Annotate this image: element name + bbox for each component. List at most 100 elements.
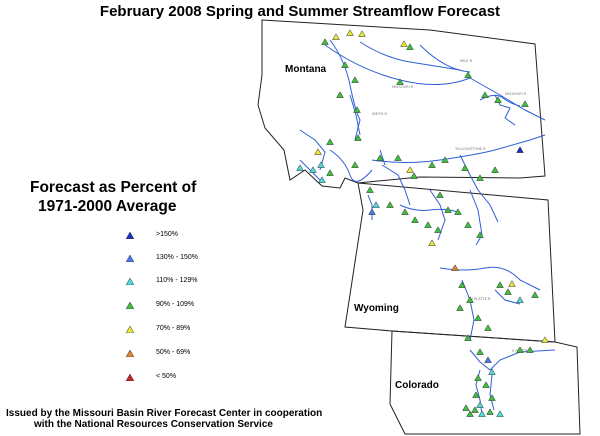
forecast-point-marker [464, 221, 472, 228]
legend-title-line2: 1971-2000 Average [38, 198, 177, 215]
forecast-point-marker [496, 281, 504, 288]
forecast-point-marker [336, 91, 344, 98]
forecast-point-marker [434, 226, 442, 233]
forecast-point-marker [458, 281, 466, 288]
forecast-point-marker [428, 161, 436, 168]
forecast-point-marker [451, 264, 459, 271]
forecast-point-marker [368, 208, 376, 215]
forecast-point-marker [351, 76, 359, 83]
forecast-point-marker [406, 166, 414, 173]
forecast-point-marker [394, 154, 402, 161]
forecast-point-marker [486, 408, 494, 415]
forecast-point-marker [410, 172, 418, 179]
footer-note: Issued by the Missouri Basin River Forec… [6, 408, 322, 430]
triangle-icon [126, 278, 134, 285]
forecast-point-marker [444, 206, 452, 213]
legend-item-70-89: 70% - 89% [126, 325, 246, 337]
triangle-icon [126, 255, 134, 262]
state-label-wyoming: Wyoming [354, 303, 399, 314]
triangle-icon [126, 350, 134, 357]
map-title: February 2008 Spring and Summer Streamfl… [99, 3, 501, 20]
montana-boundary [257, 19, 546, 189]
legend-item-110-129: 110% - 129% [126, 277, 246, 289]
forecast-point-marker [354, 134, 362, 141]
forecast-point-marker [346, 29, 354, 36]
colorado-boundary [389, 330, 581, 435]
svg-text:SMITH R: SMITH R [372, 112, 387, 116]
forecast-markers [296, 29, 549, 417]
forecast-point-marker [332, 33, 340, 40]
forecast-point-marker [396, 78, 404, 85]
forecast-point-marker [516, 346, 524, 353]
forecast-point-marker [314, 148, 322, 155]
legend-label: 130% - 150% [156, 254, 199, 261]
forecast-point-marker [521, 100, 529, 107]
forecast-point-marker [461, 164, 469, 171]
forecast-point-marker [488, 368, 496, 375]
state-label-colorado: Colorado [395, 380, 439, 391]
forecast-point-marker [476, 348, 484, 355]
forecast-point-marker [366, 186, 374, 193]
forecast-point-marker [508, 280, 516, 287]
forecast-point-marker [531, 291, 539, 298]
legend-title: Forecast as Percent of 1971-2000 Average [30, 178, 196, 216]
forecast-point-marker [376, 154, 384, 161]
forecast-point-marker [472, 391, 480, 398]
forecast-point-marker [484, 324, 492, 331]
legend-label: 70% - 89% [156, 325, 191, 332]
forecast-point-marker [464, 71, 472, 78]
triangle-icon [126, 232, 134, 239]
forecast-point-marker [456, 304, 464, 311]
forecast-point-marker [494, 96, 502, 103]
forecast-point-marker [478, 410, 486, 417]
svg-text:YELLOWSTONE R: YELLOWSTONE R [455, 147, 486, 151]
legend-label: < 50% [156, 373, 177, 380]
forecast-point-marker [341, 61, 349, 68]
forecast-point-marker [309, 166, 317, 173]
state-label-montana: Montana [285, 64, 327, 75]
triangle-icon [126, 374, 134, 381]
svg-text:N PLATTE R: N PLATTE R [470, 297, 491, 301]
forecast-point-marker [484, 356, 492, 363]
forecast-point-marker [386, 201, 394, 208]
forecast-point-marker [464, 334, 472, 341]
forecast-point-marker [462, 404, 470, 411]
triangle-icon [126, 326, 134, 333]
legend-item-130-150: 130% - 150% [126, 254, 246, 266]
forecast-point-marker [441, 156, 449, 163]
legend-item-gt150: >150% [126, 231, 246, 243]
forecast-point-marker [353, 106, 361, 113]
footer-line1: Issued by the Missouri Basin River Forec… [6, 408, 323, 419]
forecast-point-marker [400, 40, 408, 47]
forecast-point-marker [504, 288, 512, 295]
forecast-point-marker [481, 91, 489, 98]
forecast-point-marker [491, 166, 499, 173]
forecast-point-marker [351, 161, 359, 168]
forecast-point-marker [471, 406, 479, 413]
legend-item-90-109: 90% - 109% [126, 301, 246, 313]
forecast-point-marker [436, 191, 444, 198]
forecast-point-marker [541, 336, 549, 343]
legend-label: 50% - 69% [156, 349, 191, 356]
forecast-point-marker [321, 38, 329, 45]
forecast-point-marker [496, 410, 504, 417]
wyoming-boundary [344, 182, 556, 343]
forecast-point-marker [516, 146, 524, 153]
forecast-point-marker [296, 164, 304, 171]
footer-line2: with the National Resources Conservation… [34, 419, 273, 430]
legend-label: 90% - 109% [156, 301, 195, 308]
forecast-point-marker [318, 176, 326, 183]
forecast-point-marker [526, 346, 534, 353]
svg-text:MISSOURI R: MISSOURI R [392, 85, 414, 89]
svg-text:MILK R: MILK R [460, 59, 473, 63]
legend-label: >150% [156, 231, 178, 238]
forecast-point-marker [411, 216, 419, 223]
svg-text:MISSOURI R: MISSOURI R [505, 92, 527, 96]
forecast-point-marker [454, 208, 462, 215]
forecast-point-marker [326, 138, 334, 145]
legend-item-50-69: 50% - 69% [126, 349, 246, 361]
forecast-point-marker [466, 410, 474, 417]
forecast-point-marker [326, 169, 334, 176]
legend-title-line1: Forecast as Percent of [30, 179, 197, 196]
